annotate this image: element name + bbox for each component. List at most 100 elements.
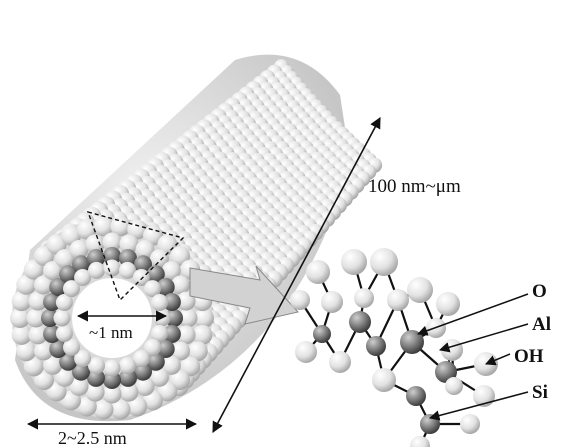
ring-sphere-light: [194, 308, 214, 328]
callout-line-oh: [485, 353, 511, 366]
ring-sphere-light: [132, 350, 150, 367]
ring-sphere-dark: [156, 278, 175, 296]
callout-line-o: [417, 293, 529, 336]
ring-sphere-light: [11, 324, 32, 345]
ring-sphere-light: [88, 357, 105, 375]
ring-sphere-dark: [134, 255, 152, 274]
ring-sphere-light: [53, 309, 71, 327]
atom-label-al: Al: [532, 314, 551, 335]
ring-sphere-dark: [162, 325, 181, 343]
ring-sphere-light: [16, 341, 37, 362]
ring-sphere-dark: [119, 368, 137, 387]
ring-sphere-dark: [59, 352, 78, 371]
atom-dark: [400, 330, 424, 354]
atom-dark: [420, 414, 440, 434]
ring-sphere-dark: [41, 309, 59, 327]
ring-sphere-light: [34, 370, 54, 390]
inner-diameter-label: ~1 nm: [89, 323, 133, 342]
ring-sphere-light: [144, 338, 161, 356]
atom-label-si: Si: [532, 382, 548, 403]
ring-sphere-light: [11, 291, 32, 312]
ring-sphere-light: [180, 356, 201, 377]
ring-sphere-light: [34, 275, 53, 295]
ring-sphere-light: [16, 274, 37, 295]
ring-sphere-light: [76, 396, 97, 417]
atom-callouts: [417, 293, 529, 421]
atom-light: [460, 414, 480, 434]
atom-light: [445, 377, 463, 395]
ring-sphere-light: [178, 308, 198, 328]
atom-light: [407, 277, 433, 303]
ring-sphere-light: [171, 275, 190, 295]
ring-sphere-light: [28, 291, 48, 311]
ring-sphere-light: [55, 325, 73, 342]
callout-line-al: [438, 323, 529, 353]
atom-label-oh: OH: [514, 346, 544, 367]
ring-sphere-light: [43, 261, 63, 281]
ring-sphere-dark: [156, 340, 175, 358]
ring-sphere-dark: [103, 247, 121, 265]
atom-dark: [349, 311, 371, 333]
atom-dark: [366, 336, 386, 356]
ring-sphere-light: [149, 367, 169, 387]
ring-sphere-light: [34, 341, 53, 361]
ring-sphere-dark: [72, 362, 90, 381]
atom-light: [436, 292, 460, 316]
ring-sphere-dark: [43, 325, 62, 343]
ring-sphere-light: [110, 216, 131, 237]
ring-sphere-light: [74, 269, 92, 286]
ring-sphere-light: [103, 359, 121, 377]
ring-sphere-light: [151, 325, 169, 342]
atom-dark: [313, 325, 331, 343]
atom-light: [441, 339, 463, 361]
ring-sphere-light: [135, 377, 155, 396]
ring-sphere-light: [88, 261, 105, 279]
ring-sphere-light: [187, 341, 208, 362]
ring-sphere-light: [161, 261, 181, 281]
ring-sphere-light: [102, 232, 122, 252]
ring-sphere-light: [151, 294, 169, 311]
length-arrow: [212, 117, 381, 433]
nanotube: [10, 54, 383, 422]
ring-sphere-light: [119, 261, 136, 279]
atom-light: [341, 249, 367, 275]
atom-light: [354, 288, 374, 308]
ring-sphere-light: [119, 234, 139, 254]
ring-sphere-dark: [119, 249, 137, 268]
ring-sphere-light: [69, 377, 89, 396]
ring-sphere-light: [110, 399, 131, 420]
tube-lumen: [72, 278, 152, 358]
atom-light: [372, 368, 396, 392]
atom-light: [306, 260, 330, 284]
ring-sphere-dark: [162, 293, 181, 311]
atom-light: [410, 436, 430, 447]
ring-sphere-light: [192, 324, 213, 345]
ring-sphere-light: [74, 350, 92, 367]
ring-sphere-light: [85, 382, 105, 402]
nanotube-end-face: [10, 216, 214, 420]
ring-sphere-light: [144, 280, 161, 298]
structure-triangle: [86, 210, 185, 302]
ring-sphere-dark: [43, 293, 62, 311]
atom-light: [321, 291, 343, 313]
ring-sphere-light: [55, 249, 75, 269]
ring-sphere-light: [127, 396, 148, 417]
atom-dark: [406, 386, 426, 406]
ring-sphere-light: [85, 234, 105, 254]
ring-sphere-light: [103, 259, 121, 277]
callout-line-si: [428, 391, 529, 421]
ring-sphere-dark: [165, 309, 183, 327]
ring-sphere-light: [93, 399, 114, 420]
molecular-structure: [290, 248, 498, 447]
ring-sphere-light: [119, 357, 136, 375]
ring-sphere-dark: [146, 352, 165, 371]
ring-sphere-light: [26, 308, 46, 328]
ring-sphere-light: [153, 309, 171, 327]
ring-sphere-light: [76, 219, 97, 240]
ring-sphere-light: [43, 355, 63, 375]
atom-label-o: O: [532, 281, 547, 302]
atom-light: [387, 289, 409, 311]
ring-sphere-light: [63, 338, 80, 356]
